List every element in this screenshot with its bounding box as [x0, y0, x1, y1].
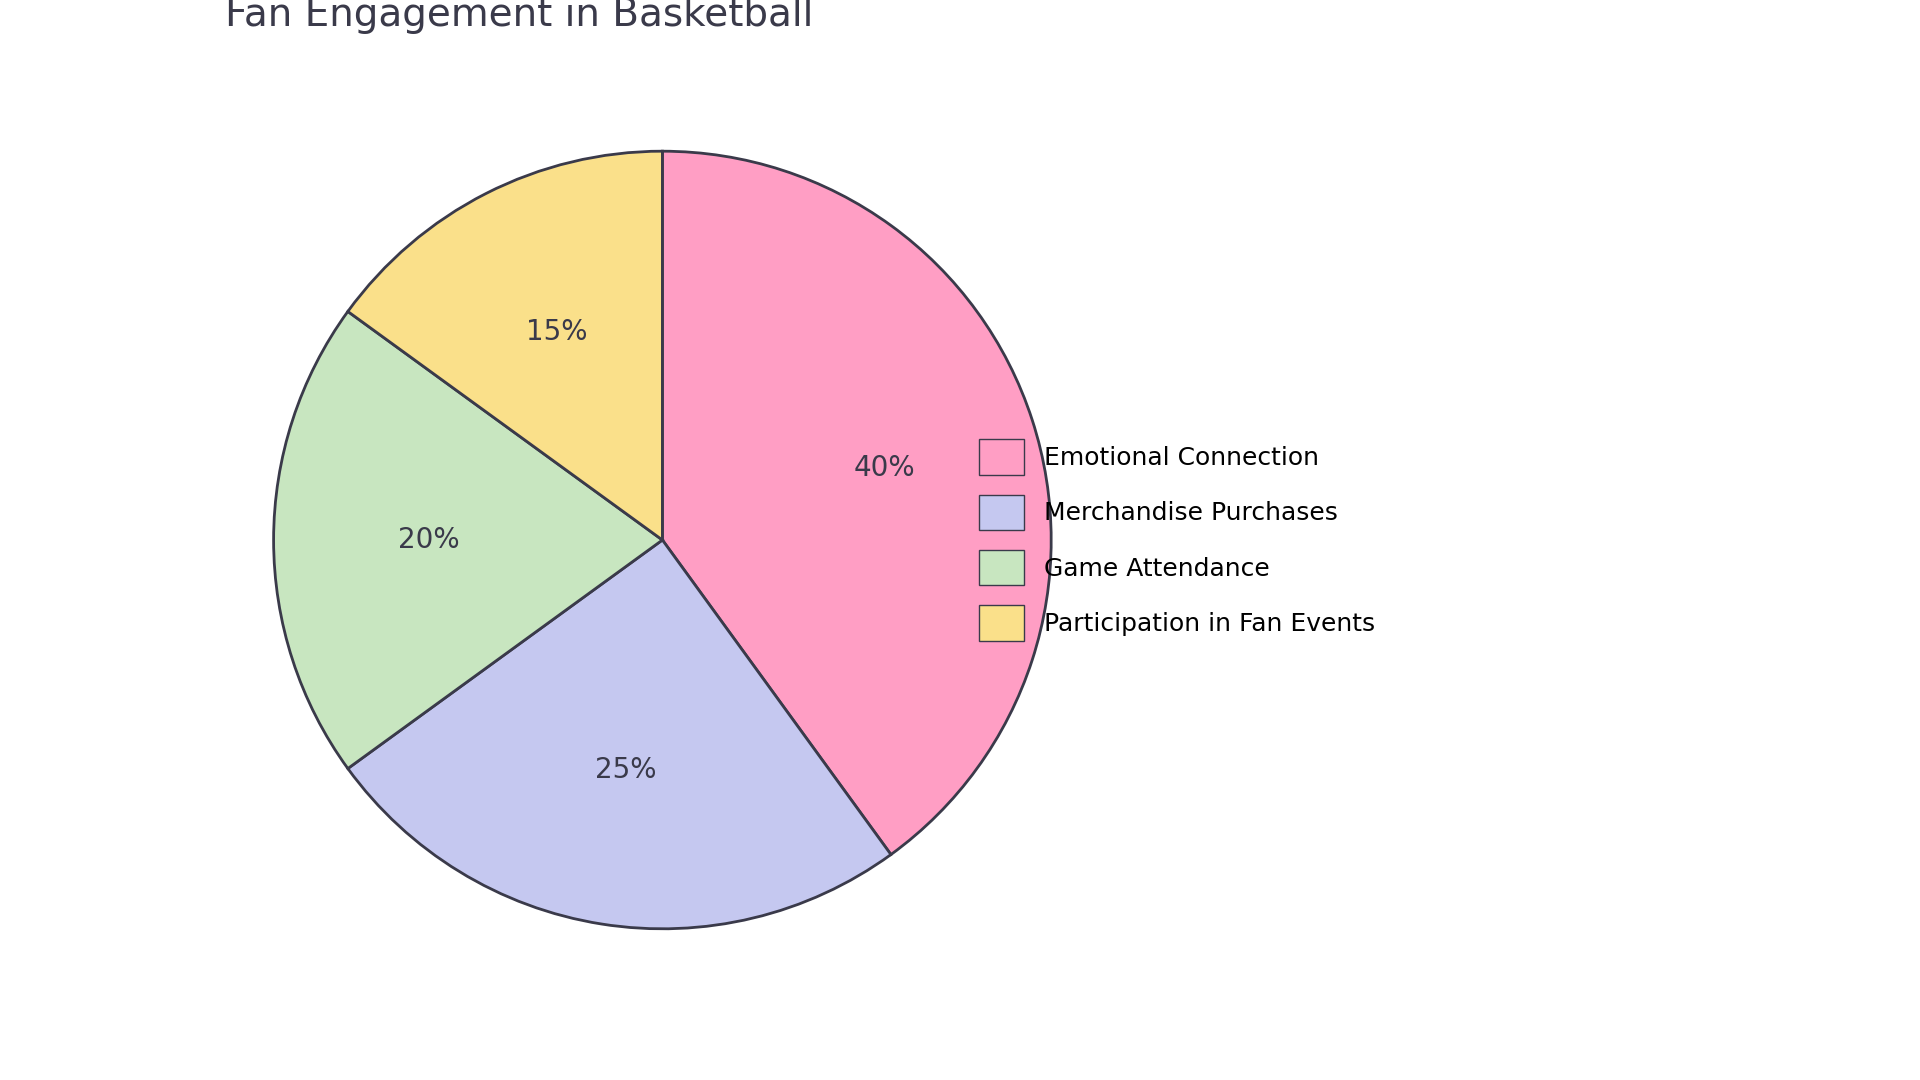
Wedge shape [348, 540, 891, 929]
Text: 15%: 15% [526, 319, 588, 347]
Text: 40%: 40% [854, 454, 916, 482]
Legend: Emotional Connection, Merchandise Purchases, Game Attendance, Participation in F: Emotional Connection, Merchandise Purcha… [966, 427, 1388, 653]
Wedge shape [662, 151, 1050, 854]
Wedge shape [273, 311, 662, 769]
Text: 20%: 20% [397, 526, 461, 554]
Text: Fan Engagement in Basketball: Fan Engagement in Basketball [225, 0, 814, 35]
Wedge shape [348, 151, 662, 540]
Text: 25%: 25% [595, 756, 657, 784]
